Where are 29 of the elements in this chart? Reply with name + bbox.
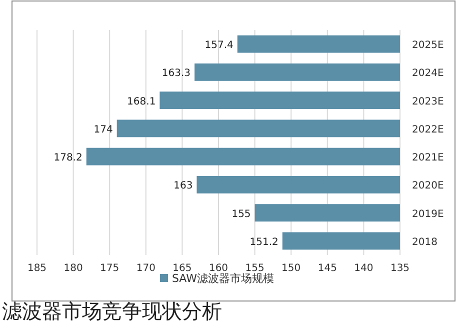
x-tick-label: 170: [136, 263, 156, 274]
x-tick-label: 155: [245, 263, 264, 274]
data-label: 174: [94, 124, 113, 136]
y-tick-label: 2018: [412, 236, 438, 248]
legend-label: SAW滤波器市场规模: [172, 272, 274, 285]
x-tick-label: 180: [64, 263, 83, 274]
x-tick-label: 185: [27, 263, 47, 274]
data-label: 168.1: [127, 96, 156, 108]
data-label: 155: [232, 208, 251, 220]
x-tick-label: 150: [282, 263, 301, 274]
data-label: 163.3: [162, 68, 191, 80]
data-label: 157.4: [204, 40, 234, 52]
data-label: 163: [174, 180, 193, 192]
x-tick-label: 160: [208, 263, 228, 274]
y-tick-label: 2025E: [412, 40, 444, 52]
x-tick-label: 135: [390, 263, 410, 274]
x-tick-label: 165: [172, 263, 192, 274]
x-tick-label: 145: [318, 263, 337, 274]
text: 滤波器市场竞争现状分析: [2, 299, 222, 323]
y-tick-label: 2022E: [412, 124, 444, 136]
y-tick-label: 2019E: [412, 208, 444, 220]
x-tick-label: 175: [100, 263, 120, 274]
y-tick-label: 2021E: [412, 152, 444, 164]
data-label: 151.2: [250, 236, 278, 248]
y-tick-label: 2023E: [412, 96, 444, 108]
y-tick-label: 2020E: [412, 180, 444, 192]
y-tick-label: 2024E: [412, 68, 444, 80]
data-label: 178.2: [54, 152, 82, 164]
x-tick-label: 140: [354, 263, 374, 274]
